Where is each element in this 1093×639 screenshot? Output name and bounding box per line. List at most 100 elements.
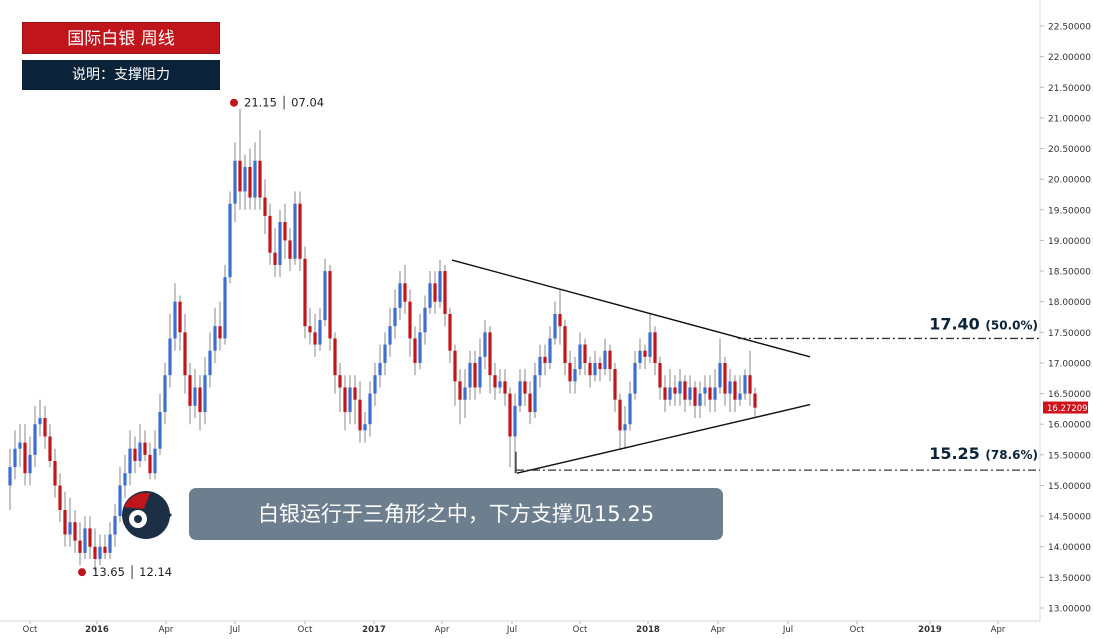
candle-body	[168, 338, 172, 376]
candle	[453, 344, 457, 406]
candle	[573, 356, 577, 394]
candle	[258, 130, 262, 210]
candle-body	[68, 522, 72, 535]
candle	[638, 338, 642, 370]
candle-body	[413, 338, 417, 363]
candle-body	[248, 166, 252, 198]
candle-body	[343, 387, 347, 412]
x-tick-label: 2016	[85, 625, 109, 635]
candle-body	[613, 369, 617, 400]
candle	[328, 264, 332, 351]
candle	[628, 381, 632, 431]
candle	[148, 442, 152, 480]
y-tick-label: 13.00000	[1048, 605, 1091, 615]
candle	[223, 264, 227, 345]
analysis-callout: 白银运行于三角形之中，下方支撑见15.25	[189, 488, 723, 540]
candle-body	[508, 393, 512, 437]
x-tick-label: Oct	[573, 625, 588, 635]
candle	[68, 497, 72, 547]
candle	[703, 375, 707, 406]
candle-body	[648, 332, 652, 357]
y-tick-label: 17.00000	[1048, 359, 1091, 369]
candle-body	[33, 424, 37, 455]
candle	[533, 362, 537, 419]
candle	[488, 326, 492, 394]
candle	[378, 344, 382, 388]
candle	[108, 522, 112, 559]
candle	[373, 362, 377, 406]
candle	[543, 344, 547, 376]
x-tick-label: Apr	[991, 625, 1006, 635]
candle-body	[418, 332, 422, 363]
candle-body	[138, 442, 142, 461]
candle-body	[133, 448, 137, 461]
candle	[73, 509, 77, 553]
candle-body	[348, 387, 352, 412]
y-tick-label: 20.00000	[1048, 176, 1091, 186]
candle	[728, 369, 732, 412]
candle	[193, 369, 197, 419]
candlestick-series	[8, 108, 757, 572]
candle-body	[118, 485, 122, 517]
candle-body	[483, 332, 487, 357]
candle	[348, 375, 352, 425]
candle	[498, 369, 502, 394]
candle-body	[353, 387, 357, 400]
x-tick-label: Oct	[23, 625, 38, 635]
candle-body	[493, 375, 497, 388]
candle-body	[408, 301, 412, 339]
candle	[318, 307, 322, 351]
candle-body	[243, 166, 247, 192]
candle	[228, 191, 232, 284]
candle	[268, 203, 272, 265]
candle-body	[148, 454, 152, 474]
candle-body	[298, 203, 302, 259]
candle-body	[268, 215, 272, 253]
x-tick-label: Jul	[506, 625, 517, 635]
candle-body	[98, 546, 102, 559]
candle-body	[653, 332, 657, 363]
candle	[688, 375, 692, 406]
candle	[578, 332, 582, 376]
y-tick-label: 18.50000	[1048, 268, 1091, 278]
candle	[358, 381, 362, 443]
candle-body	[313, 332, 317, 345]
y-tick-label: 21.00000	[1048, 114, 1091, 124]
candle	[183, 313, 187, 394]
candle	[203, 356, 207, 425]
candle-body	[723, 362, 727, 394]
candle-body	[738, 393, 742, 400]
candle-body	[23, 442, 27, 474]
candle-body	[293, 203, 297, 259]
candle	[583, 338, 587, 376]
candle-body	[318, 320, 322, 345]
candle	[393, 289, 397, 339]
candle-body	[628, 393, 632, 425]
chart-labels: 17.40 (50.0%) 15.25 (78.6%) 21.15 │ 07.04 1…	[78, 96, 1038, 579]
candle	[288, 228, 292, 272]
candle	[383, 332, 387, 376]
candle	[163, 362, 167, 425]
candle-body	[153, 448, 157, 474]
candle-body	[393, 307, 397, 327]
candle-body	[488, 332, 492, 376]
candle-body	[553, 313, 557, 339]
candle-body	[378, 362, 382, 376]
candle	[663, 375, 667, 412]
candle	[463, 369, 467, 419]
candle	[18, 424, 22, 468]
candle-body	[703, 387, 707, 394]
candle	[633, 350, 637, 400]
candle-body	[548, 338, 552, 363]
candle	[718, 338, 722, 394]
x-axis: Oct 2016 Apr Jul Oct 2017 Apr Jul Oct 2018 Apr Jul O…	[23, 621, 1006, 635]
candle-body	[78, 540, 82, 553]
candle	[153, 430, 157, 480]
candle-body	[583, 344, 587, 363]
y-tick-label: 16.00000	[1048, 421, 1091, 431]
candle	[478, 338, 482, 394]
candle	[468, 350, 472, 400]
candle-body	[468, 362, 472, 388]
candle	[493, 362, 497, 400]
